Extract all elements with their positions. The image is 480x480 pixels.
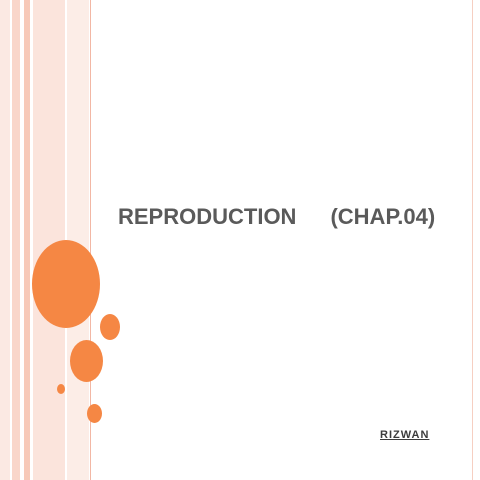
decorative-band bbox=[0, 0, 10, 480]
decorative-band bbox=[30, 0, 33, 480]
decorative-band bbox=[20, 0, 24, 480]
chapter-text: (CHAP.04) bbox=[330, 204, 436, 229]
title-text: REPRODUCTION bbox=[118, 204, 297, 229]
decorative-circle-tiny bbox=[57, 384, 65, 394]
slide-title: REPRODUCTION (CHAP.04) bbox=[118, 204, 435, 230]
divider-line bbox=[472, 0, 473, 480]
decorative-circle-small bbox=[87, 404, 102, 423]
decorative-band bbox=[24, 0, 30, 480]
divider-line bbox=[90, 0, 91, 480]
author-name: RIZWAN bbox=[380, 429, 430, 441]
decorative-circle-large bbox=[32, 240, 100, 328]
decorative-band bbox=[10, 0, 12, 480]
decorative-band bbox=[12, 0, 20, 480]
decorative-circle-medium bbox=[70, 340, 103, 382]
decorative-circle-small bbox=[100, 314, 120, 340]
